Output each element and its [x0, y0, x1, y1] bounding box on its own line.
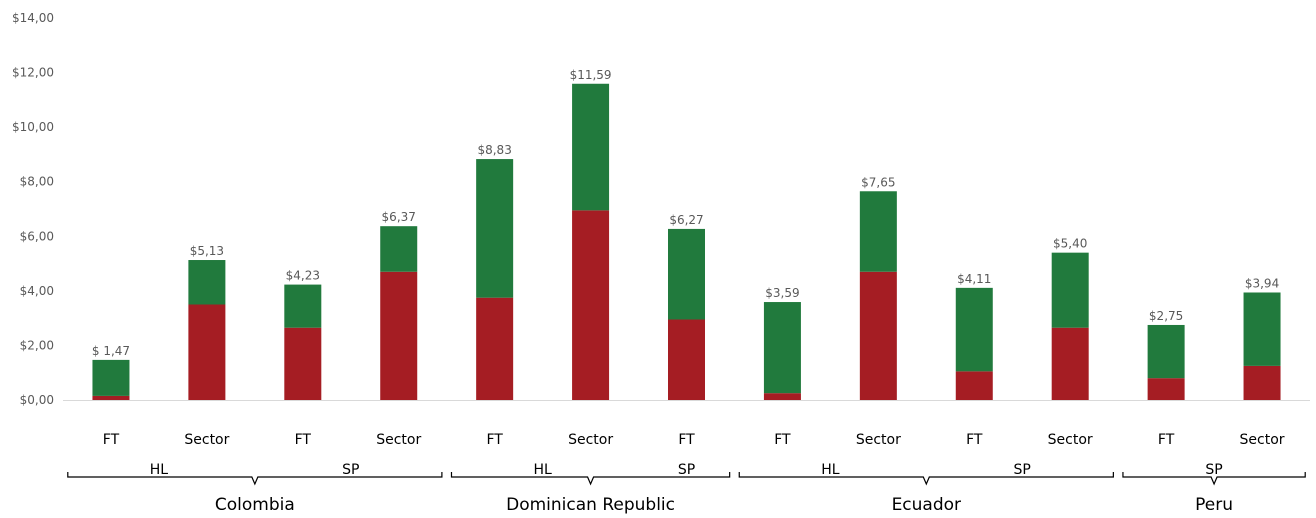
y-tick-label: $8,00	[20, 175, 54, 189]
country-label: Ecuador	[892, 495, 961, 515]
bar-total-label: $7,65	[861, 175, 895, 189]
bar-segment-green	[955, 287, 993, 372]
bar-segment-red	[1243, 365, 1281, 400]
x-category-labels: FT Sector FT Sector FT Sector FT FT Sector FT Sect…	[103, 432, 1285, 448]
bar-segment-red	[572, 210, 610, 400]
bar-segment-green	[284, 284, 322, 328]
bars	[92, 83, 1281, 400]
group-label: SP	[1014, 462, 1031, 478]
x-category-label: FT	[966, 432, 983, 448]
bar-segment-red	[1051, 327, 1089, 400]
x-category-label: Sector	[1048, 432, 1093, 448]
x-category-label: Sector	[568, 432, 613, 448]
bar-segment-green	[763, 302, 801, 394]
x-category-label: FT	[295, 432, 312, 448]
bar-total-label: $5,13	[190, 244, 224, 258]
y-axis: $0,00 $2,00 $4,00 $6,00 $8,00 $10,00 $12,00 $14…	[12, 11, 54, 407]
bar-segment-green	[380, 226, 418, 272]
bar-segment-green	[188, 260, 226, 305]
bar-segment-green	[1147, 324, 1185, 379]
group-label: SP	[678, 462, 695, 478]
x-category-label: Sector	[856, 432, 901, 448]
bar-total-label: $8,83	[477, 143, 511, 157]
x-category-label: FT	[486, 432, 503, 448]
bar-segment-green	[859, 191, 897, 272]
bar-segment-red	[668, 319, 705, 400]
x-category-label: FT	[678, 432, 695, 448]
bar-segment-red	[284, 327, 322, 400]
country-label: Dominican Republic	[506, 495, 675, 515]
y-tick-label: $6,00	[20, 229, 54, 243]
bar-segment-red	[1147, 378, 1185, 400]
country-braces	[67, 472, 1306, 486]
country-brace	[450, 472, 731, 486]
bar-total-label: $4,23	[286, 269, 320, 283]
bar-segment-green	[476, 159, 514, 298]
data-labels: $ 1,47 $5,13 $4,23 $6,37 $8,83 $11,59 $6,27 $3,…	[92, 68, 1279, 358]
bar-segment-red	[380, 271, 418, 400]
bar-segment-green	[92, 359, 130, 396]
country-brace	[1122, 472, 1306, 486]
y-tick-label: $4,00	[20, 284, 54, 298]
bar-segment-green	[1051, 252, 1089, 328]
bar-total-label: $3,59	[765, 286, 799, 300]
bar-total-label: $2,75	[1149, 309, 1183, 323]
x-category-label: Sector	[184, 432, 229, 448]
y-tick-label: $12,00	[12, 66, 54, 80]
bar-segment-red	[955, 371, 993, 400]
x-category-label: Sector	[376, 432, 421, 448]
bar-total-label: $ 1,47	[92, 344, 130, 358]
y-tick-label: $0,00	[20, 393, 54, 407]
group-label: HL	[533, 462, 552, 478]
country-label: Peru	[1195, 495, 1233, 515]
country-brace	[67, 472, 443, 486]
group-label: SP	[1205, 462, 1222, 478]
bar-segment-red	[859, 271, 897, 400]
y-tick-label: $14,00	[12, 11, 54, 25]
group-label: SP	[342, 462, 359, 478]
bar-total-label: $6,37	[382, 210, 416, 224]
x-category-label: Sector	[1240, 432, 1285, 448]
bar-segment-green	[668, 228, 705, 320]
bar-total-label: $5,40	[1053, 237, 1087, 251]
bar-segment-red	[476, 297, 514, 400]
country-label: Colombia	[215, 495, 295, 515]
bar-total-label: $4,11	[957, 272, 991, 286]
country-brace	[738, 472, 1114, 486]
bar-segment-red	[188, 304, 226, 400]
y-tick-label: $10,00	[12, 120, 54, 134]
bar-total-label: $11,59	[570, 68, 612, 82]
group-label: HL	[821, 462, 840, 478]
x-category-label: FT	[103, 432, 120, 448]
bar-segment-green	[572, 83, 610, 211]
country-labels: Colombia Dominican Republic Ecuador Peru	[215, 495, 1233, 515]
bar-total-label: $6,27	[669, 213, 703, 227]
x-category-label: FT	[774, 432, 791, 448]
x-category-label: FT	[1158, 432, 1175, 448]
bar-segment-red	[763, 393, 801, 400]
group-labels: HL SP HL SP HL SP SP	[150, 462, 1223, 478]
bar-total-label: $3,94	[1245, 276, 1279, 290]
group-label: HL	[150, 462, 169, 478]
bar-segment-green	[1243, 292, 1281, 366]
y-tick-label: $2,00	[20, 338, 54, 352]
bar-segment-red	[92, 395, 130, 400]
